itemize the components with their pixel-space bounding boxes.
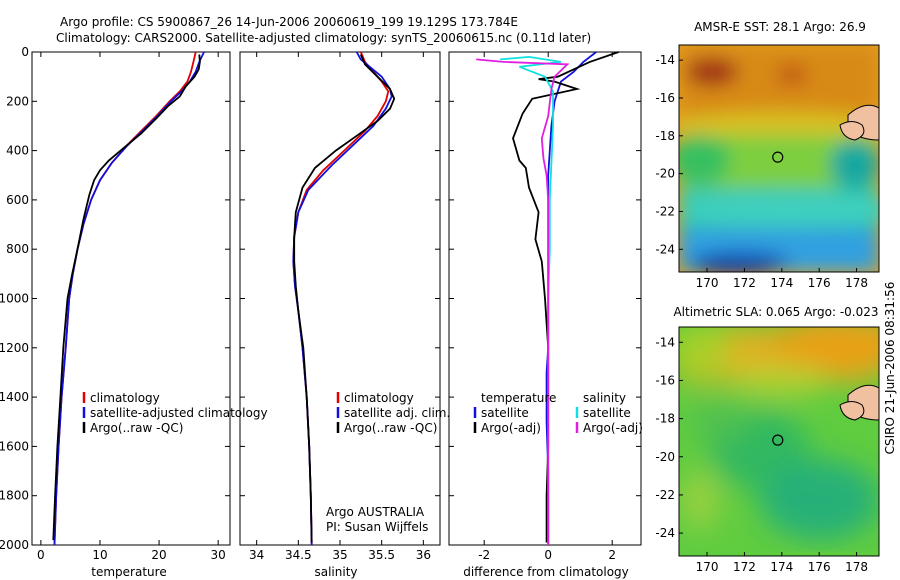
map-y-tick-label: -14 bbox=[655, 335, 675, 349]
plot-layer: 0 10 20 30020040060080010001200140016001800… bbox=[0, 44, 880, 574]
x-tick-label: 2 bbox=[608, 548, 616, 562]
map-y-tick-label: -18 bbox=[655, 129, 675, 143]
legend-label: satellite bbox=[481, 406, 529, 420]
series-line-argo-raw-qc- bbox=[293, 54, 396, 543]
map-frame-sla_map bbox=[678, 326, 880, 557]
map-x-tick-label: 174 bbox=[770, 276, 793, 290]
map-x-tick-label: 176 bbox=[808, 276, 831, 290]
series-line-salinity-argo-adj- bbox=[476, 58, 570, 545]
x-tick-label: 36 bbox=[416, 548, 431, 562]
map-x-tick-label: 172 bbox=[733, 276, 756, 290]
y-tick-label: 1800 bbox=[0, 489, 29, 503]
map-x-tick-label: 178 bbox=[845, 560, 868, 574]
series-line-argo-raw-qc- bbox=[52, 54, 201, 541]
pi-name-note: PI: Susan Wijffels bbox=[326, 520, 428, 534]
y-tick-label: 600 bbox=[6, 193, 29, 207]
map-x-tick-label: 170 bbox=[696, 560, 719, 574]
legend-label: climatology bbox=[90, 391, 160, 405]
y-tick-label: 2000 bbox=[0, 538, 29, 552]
y-tick-label: 1200 bbox=[0, 341, 29, 355]
map-y-tick-label: -22 bbox=[655, 204, 675, 218]
legend-label: Argo(-adj) bbox=[481, 421, 541, 435]
series-line-temperature-satellite bbox=[545, 51, 597, 545]
temperature-axis-label: temperature bbox=[91, 565, 166, 579]
y-tick-label: 200 bbox=[6, 94, 29, 108]
y-tick-label: 800 bbox=[6, 242, 29, 256]
x-tick-label: 34 bbox=[249, 548, 264, 562]
map-y-tick-label: -20 bbox=[655, 450, 675, 464]
legend-heading-salinity: salinity bbox=[583, 391, 626, 405]
legend-label: Argo(..raw -QC) bbox=[344, 421, 437, 435]
map-y-tick-label: -16 bbox=[655, 91, 675, 105]
legend-label: satellite bbox=[583, 406, 631, 420]
x-tick-label: 35.5 bbox=[368, 548, 395, 562]
sla-map-image bbox=[679, 327, 879, 556]
y-tick-label: 1400 bbox=[0, 390, 29, 404]
map-frame-sst_map bbox=[678, 44, 880, 273]
map-x-tick-label: 178 bbox=[845, 276, 868, 290]
legend-label: Argo(..raw -QC) bbox=[90, 421, 183, 435]
map-x-tick-label: 174 bbox=[770, 560, 793, 574]
figure-title-line2: Climatology: CARS2000. Satellite-adjuste… bbox=[56, 31, 591, 45]
csiro-timestamp: CSIRO 21-Jun-2006 08:31:56 bbox=[883, 282, 897, 455]
y-tick-label: 1000 bbox=[0, 292, 29, 306]
legend-heading-temperature: temperature bbox=[481, 391, 556, 405]
map-y-tick-label: -14 bbox=[655, 53, 675, 67]
map-y-tick-label: -20 bbox=[655, 167, 675, 181]
plot-frame-temperature bbox=[31, 51, 231, 546]
x-tick-label: 35 bbox=[332, 548, 347, 562]
argo-australia-note: Argo AUSTRALIA bbox=[326, 505, 425, 519]
x-tick-label: 34.5 bbox=[285, 548, 312, 562]
legend-label: Argo(-adj) bbox=[583, 421, 643, 435]
x-tick-label: 0 bbox=[544, 548, 552, 562]
legend-label: climatology bbox=[344, 391, 414, 405]
x-tick-label: 20 bbox=[151, 548, 166, 562]
argo-float-marker bbox=[772, 434, 784, 446]
y-tick-label: 400 bbox=[6, 144, 29, 158]
x-tick-label: 0 bbox=[37, 548, 45, 562]
plot-frame-salinity bbox=[239, 51, 441, 546]
sst-map-image bbox=[679, 45, 879, 272]
map-y-tick-label: -22 bbox=[655, 488, 675, 502]
legend-label: satellite adj. clim. bbox=[344, 406, 450, 420]
x-tick-label: 30 bbox=[211, 548, 226, 562]
map-y-tick-label: -24 bbox=[655, 242, 675, 256]
map-x-tick-label: 176 bbox=[808, 560, 831, 574]
difference-axis-label: difference from climatology bbox=[463, 565, 629, 579]
map-x-tick-label: 172 bbox=[733, 560, 756, 574]
y-tick-label: 0 bbox=[21, 45, 29, 59]
sla-map-title: Altimetric SLA: 0.065 Argo: -0.023 bbox=[673, 305, 878, 319]
map-y-tick-label: -24 bbox=[655, 526, 675, 540]
map-x-tick-label: 170 bbox=[696, 276, 719, 290]
figure-title-line1: Argo profile: CS 5900867_26 14-Jun-2006 … bbox=[60, 15, 518, 29]
salinity-axis-label: salinity bbox=[314, 565, 357, 579]
map-y-tick-label: -16 bbox=[655, 373, 675, 387]
argo-float-marker bbox=[772, 151, 784, 163]
legend-label: satellite-adjusted climatology bbox=[90, 406, 268, 420]
y-tick-label: 1600 bbox=[0, 439, 29, 453]
map-y-tick-label: -18 bbox=[655, 412, 675, 426]
x-tick-label: -2 bbox=[478, 548, 490, 562]
x-tick-label: 10 bbox=[92, 548, 107, 562]
sst-map-title: AMSR-E SST: 28.1 Argo: 26.9 bbox=[694, 20, 866, 34]
